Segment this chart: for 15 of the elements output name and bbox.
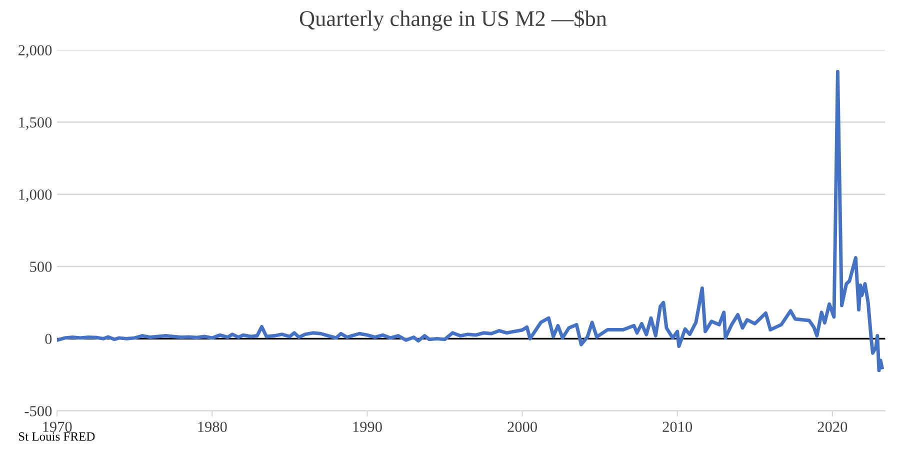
chart-title: Quarterly change in US M2 —$bn bbox=[300, 10, 607, 31]
line-series bbox=[57, 70, 884, 372]
y-tick-label: 1,000 bbox=[19, 189, 52, 202]
y-tick-label: 1,500 bbox=[19, 117, 52, 130]
x-tick-label: 1990 bbox=[353, 422, 382, 432]
y-tick-label: 500 bbox=[30, 262, 52, 272]
y-tick-label: 2,000 bbox=[18, 45, 52, 58]
x-tick-label: 2000 bbox=[508, 422, 537, 432]
x-tick-label: 1980 bbox=[198, 422, 227, 432]
text: St Louis FRED bbox=[18, 432, 95, 441]
y-tick-label: 0 bbox=[45, 334, 52, 344]
x-tick-label: 2010 bbox=[662, 422, 692, 432]
x-tick-label: 2020 bbox=[818, 422, 848, 432]
y-tick-label: -500 bbox=[24, 406, 52, 416]
x-tick-label: 1970 bbox=[43, 422, 72, 432]
